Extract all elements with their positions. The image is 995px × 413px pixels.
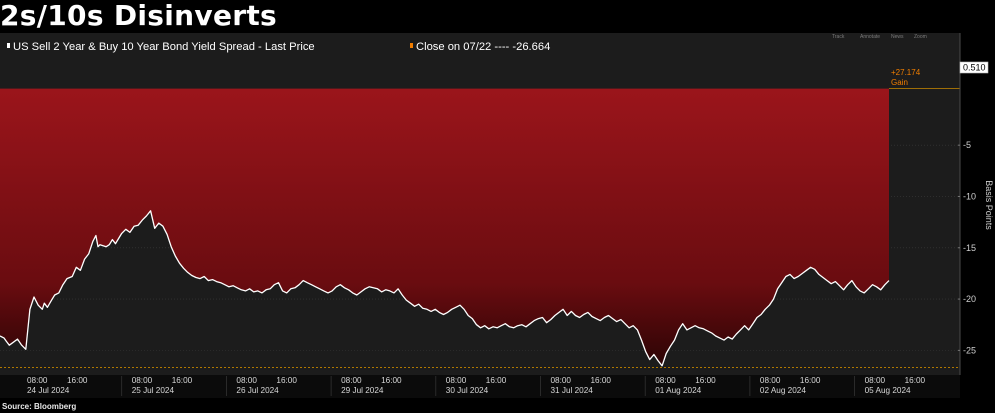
x-axis: 08:00 16:00 08:00 16:00 08:00 16:00 08:00 16:00… (27, 376, 926, 396)
y-tick-label: -5 (963, 140, 971, 150)
x-tick-date: 01 Aug 2024 (655, 386, 701, 395)
gain-value: +27.174 (891, 68, 921, 77)
x-tick-date: 29 Jul 2024 (341, 386, 384, 395)
x-tick-date: 30 Jul 2024 (446, 386, 489, 395)
disinversion-fill (0, 88, 889, 366)
x-tick-date: 31 Jul 2024 (551, 386, 594, 395)
y-tick-label: -25 (963, 345, 976, 355)
series-legend: US Sell 2 Year & Buy 10 Year Bond Yield … (13, 41, 315, 53)
toolbar-track[interactable]: Track (832, 34, 845, 40)
y-tick-label: -20 (963, 294, 976, 304)
x-tick-time: 08:00 (27, 376, 48, 385)
last-price-label: 0.510 (959, 61, 989, 74)
close-swatch (410, 43, 413, 48)
x-tick-time: 08:00 (865, 376, 886, 385)
x-tick-time: 08:00 (341, 376, 362, 385)
x-tick-time: 08:00 (551, 376, 572, 385)
x-tick-date: 05 Aug 2024 (865, 386, 911, 395)
x-tick-time: 08:00 (446, 376, 467, 385)
x-tick-date: 02 Aug 2024 (760, 386, 806, 395)
x-tick-time: 16:00 (381, 376, 402, 385)
close-legend: Close on 07/22 ---- -26.664 (416, 41, 550, 53)
toolbar-zoom[interactable]: Zoom (914, 34, 927, 40)
toolbar-annotate[interactable]: Annotate (860, 34, 880, 40)
y-tick-label: -15 (963, 243, 976, 253)
last-price-value: 0.510 (963, 63, 986, 73)
x-tick-date: 24 Jul 2024 (27, 386, 70, 395)
legend-bar (0, 33, 960, 59)
x-tick-time: 08:00 (760, 376, 781, 385)
x-tick-time: 16:00 (276, 376, 297, 385)
x-tick-date: 25 Jul 2024 (132, 386, 175, 395)
x-tick-time: 08:00 (655, 376, 676, 385)
x-tick-time: 16:00 (172, 376, 193, 385)
gain-label: Gain (891, 78, 908, 87)
x-tick-time: 16:00 (67, 376, 88, 385)
x-tick-time: 16:00 (591, 376, 612, 385)
x-tick-date: 26 Jul 2024 (236, 386, 279, 395)
x-axis-strip (0, 375, 960, 398)
spread-line (0, 210, 890, 367)
y-axis-title: Basis Points (984, 180, 994, 230)
x-tick-time: 08:00 (132, 376, 153, 385)
y-tick-label: -10 (963, 191, 976, 201)
source-note: Source: Bloomberg (2, 402, 77, 411)
toolbar[interactable]: Track Annotate News Zoom (832, 34, 927, 40)
x-tick-time: 16:00 (905, 376, 926, 385)
x-tick-time: 08:00 (236, 376, 257, 385)
toolbar-news[interactable]: News (891, 34, 904, 40)
chart-title: 2s/10s Disinverts (0, 0, 277, 32)
series-swatch (7, 43, 10, 48)
x-tick-time: 16:00 (800, 376, 821, 385)
y-axis: -5 -10 -15 -20 -25 (958, 140, 976, 355)
x-tick-time: 16:00 (695, 376, 716, 385)
x-tick-time: 16:00 (486, 376, 507, 385)
